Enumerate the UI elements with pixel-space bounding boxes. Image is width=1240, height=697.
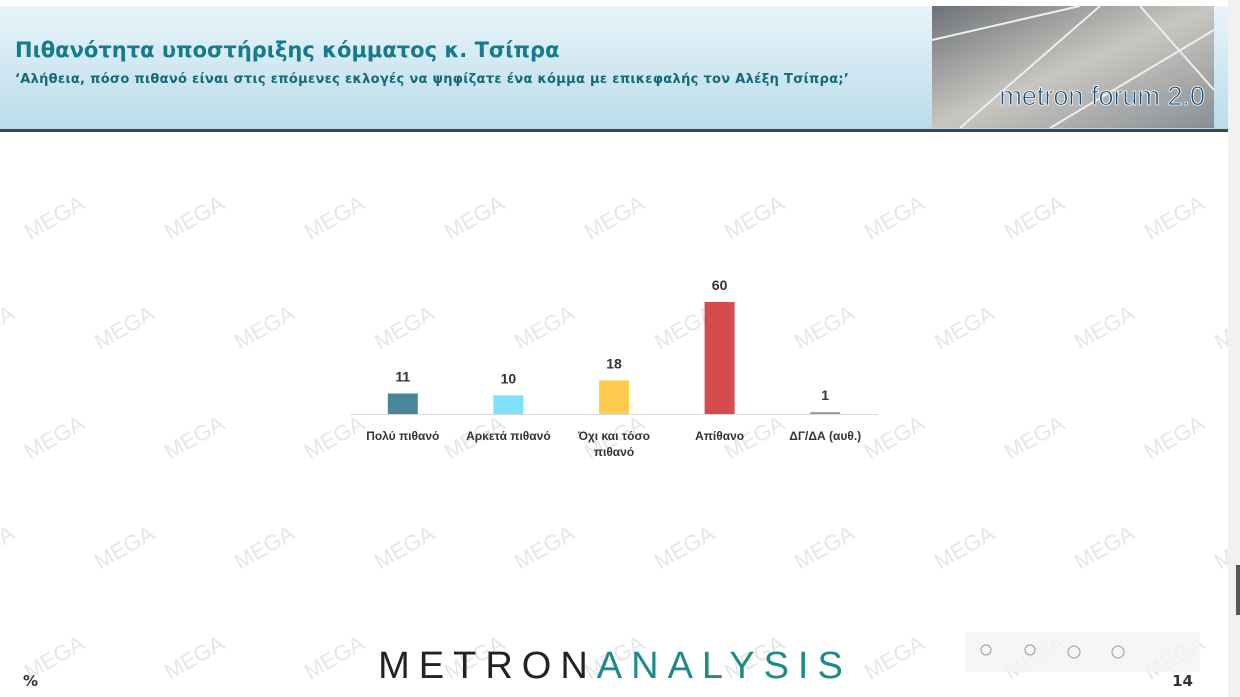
- brand-right: ANALYSIS: [597, 645, 852, 687]
- zoom-fit[interactable]: [1067, 645, 1081, 659]
- scrollbar[interactable]: [1228, 0, 1240, 697]
- header-rule: [0, 129, 1228, 132]
- watermark: MEGA: [790, 520, 859, 574]
- title: Πιθανότητα υποστήριξης κόμματος κ. Τσίπρ…: [15, 38, 560, 62]
- logo: [932, 6, 1214, 128]
- toolbar-icons: [980, 644, 1125, 659]
- subtitle: ‘Αλήθεια, πόσο πιθανό είναι στις επόμενε…: [15, 72, 850, 87]
- watermark: MEGA: [300, 190, 369, 244]
- watermark: MEGA: [1000, 410, 1069, 464]
- watermark: MEGA: [1070, 300, 1139, 354]
- zoom-toolbar: [965, 632, 1200, 672]
- bar: [810, 412, 841, 414]
- watermark: MEGA: [370, 300, 439, 354]
- watermark: MEGA: [1140, 410, 1209, 464]
- watermark: MEGA: [720, 190, 789, 244]
- watermark: MEGA: [510, 520, 579, 574]
- logo-text: metron forum 2.0: [999, 81, 1205, 111]
- watermark: MEGA: [650, 520, 719, 574]
- brand-left: METRON: [378, 645, 597, 687]
- watermark: MEGA: [510, 300, 579, 354]
- zoom-out[interactable]: [1024, 644, 1036, 656]
- value-label: 1: [821, 387, 829, 403]
- watermark: MEGA: [860, 630, 929, 684]
- watermark: MEGA: [20, 410, 89, 464]
- watermark: MEGA: [370, 520, 439, 574]
- watermark: MEGA: [440, 190, 509, 244]
- unit: %: [23, 672, 38, 690]
- watermark: MEGA: [300, 630, 369, 684]
- watermark: MEGA: [790, 300, 859, 354]
- watermark: MEGA: [160, 190, 229, 244]
- watermark: MEGA: [1140, 190, 1209, 244]
- category-label: Πολύ πιθανό: [366, 429, 440, 443]
- watermark: MEGA: [90, 300, 159, 354]
- zoom-in[interactable]: [980, 644, 992, 656]
- watermark: MEGA: [1070, 520, 1139, 574]
- page-number: 14: [1172, 672, 1193, 690]
- watermark: MEGA: [160, 410, 229, 464]
- watermark: MEGA: [230, 520, 299, 574]
- value-label: 60: [712, 277, 728, 293]
- value-label: 10: [501, 370, 517, 386]
- bar: [704, 302, 735, 414]
- bar: [387, 393, 418, 414]
- bar: [493, 395, 524, 414]
- watermark: MEGA: [230, 300, 299, 354]
- category-label: Όχι και τόσο πιθανό: [577, 429, 651, 459]
- value-label: 18: [606, 355, 622, 371]
- watermark: MEGA: [930, 520, 999, 574]
- scroll-thumb[interactable]: [1236, 565, 1240, 615]
- category-label: Απίθανο: [695, 429, 745, 443]
- rotate[interactable]: [1111, 645, 1125, 659]
- watermark: MEGA: [90, 520, 159, 574]
- watermark: MEGA: [160, 630, 229, 684]
- category-label: ΔΓ/ΔΑ (αυθ.): [789, 429, 862, 443]
- watermark: MEGA: [860, 190, 929, 244]
- bar: [599, 380, 629, 414]
- watermark: MEGA: [0, 520, 19, 574]
- category-label: Αρκετά πιθανό: [466, 429, 551, 443]
- value-label: 11: [395, 368, 410, 384]
- logo-lines: [931, 5, 1215, 129]
- watermark: MEGA: [0, 300, 19, 354]
- brand: METRONANALYSIS: [378, 645, 852, 687]
- watermark: MEGA: [930, 300, 999, 354]
- watermark: MEGA: [580, 190, 649, 244]
- watermark: MEGA: [1000, 190, 1069, 244]
- watermark: MEGA: [20, 190, 89, 244]
